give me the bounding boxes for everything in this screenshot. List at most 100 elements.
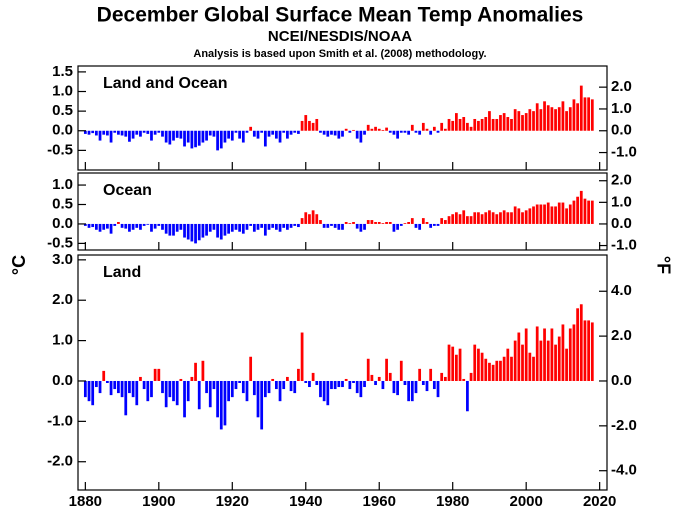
bar [164, 130, 168, 143]
bar [139, 376, 142, 381]
bar [289, 130, 293, 135]
bar [150, 130, 153, 141]
bar [440, 372, 444, 381]
bar [370, 374, 374, 381]
bar [363, 380, 366, 388]
bar [186, 380, 190, 402]
bar [517, 332, 521, 381]
bar [432, 380, 436, 390]
bar [252, 380, 256, 396]
bar [484, 212, 488, 224]
bar [311, 210, 315, 224]
bar [524, 113, 528, 131]
bar [113, 380, 117, 390]
bar [194, 362, 197, 381]
bar [139, 223, 142, 230]
bar [421, 122, 425, 131]
bar [403, 130, 407, 133]
bar [98, 380, 102, 394]
bar [425, 128, 429, 131]
bar [333, 380, 337, 390]
bar [297, 368, 300, 381]
bar [201, 360, 205, 381]
y2-tick-label: -1.0 [611, 144, 637, 161]
bar [484, 117, 488, 131]
bar [374, 126, 377, 131]
bar [322, 380, 326, 402]
bar [565, 111, 568, 131]
bar [223, 380, 227, 426]
bar [495, 214, 499, 224]
bar [561, 101, 565, 131]
bar [179, 223, 183, 230]
bar [157, 368, 161, 381]
bar [425, 222, 429, 224]
bar [205, 130, 208, 141]
bar [528, 109, 532, 131]
bar [590, 99, 594, 131]
bar [344, 378, 348, 381]
y-tick-label: 1.0 [52, 176, 73, 193]
bar [124, 380, 128, 416]
bar [374, 380, 377, 386]
bar [466, 122, 469, 131]
y-tick-label: 0.0 [52, 122, 73, 139]
bar [201, 223, 205, 238]
bar [502, 113, 506, 131]
bar [517, 208, 521, 224]
bar [212, 130, 216, 137]
y-tick-label: -0.5 [47, 234, 73, 251]
bar [271, 130, 275, 135]
bar [286, 223, 289, 230]
bar [252, 223, 256, 232]
bar [260, 380, 264, 430]
bar [260, 223, 264, 228]
bar [455, 212, 458, 224]
y-tick-label: 0.0 [52, 372, 73, 389]
bar [572, 200, 576, 224]
bar [374, 222, 377, 224]
bar [587, 200, 591, 224]
bar [326, 130, 330, 137]
bar [425, 380, 429, 392]
bar [480, 214, 484, 224]
bar [109, 223, 113, 234]
bar [98, 223, 102, 232]
bar [113, 223, 117, 226]
bar [212, 223, 216, 230]
bar [131, 223, 135, 230]
bar [109, 130, 113, 143]
bar [370, 128, 374, 131]
y-tick-label: 0.5 [52, 102, 73, 119]
bar [278, 223, 282, 232]
bar [293, 223, 297, 226]
bar [521, 344, 524, 381]
bar [197, 223, 201, 241]
bar [337, 380, 341, 388]
y2-tick-label: 2.0 [611, 327, 632, 344]
bar [183, 380, 186, 418]
bar [429, 130, 433, 135]
bar [473, 344, 477, 381]
bar [550, 328, 554, 381]
bar [139, 130, 142, 137]
bar [190, 223, 194, 242]
bar [300, 332, 304, 381]
x-tick-label: 1980 [436, 493, 469, 509]
bar [568, 204, 572, 224]
y-tick-label: -1.0 [47, 412, 73, 429]
bar [153, 130, 157, 135]
bar [194, 130, 197, 148]
bar [447, 118, 451, 131]
y2-tick-label: 1.0 [611, 193, 632, 210]
bar [392, 380, 396, 394]
y-axis-label: °C [9, 255, 29, 275]
bar [205, 380, 208, 394]
bar [466, 380, 469, 412]
bar [366, 124, 370, 131]
bar [543, 101, 546, 131]
bar [462, 210, 466, 224]
bar [583, 198, 587, 224]
bar [583, 320, 587, 381]
bar [524, 210, 528, 224]
